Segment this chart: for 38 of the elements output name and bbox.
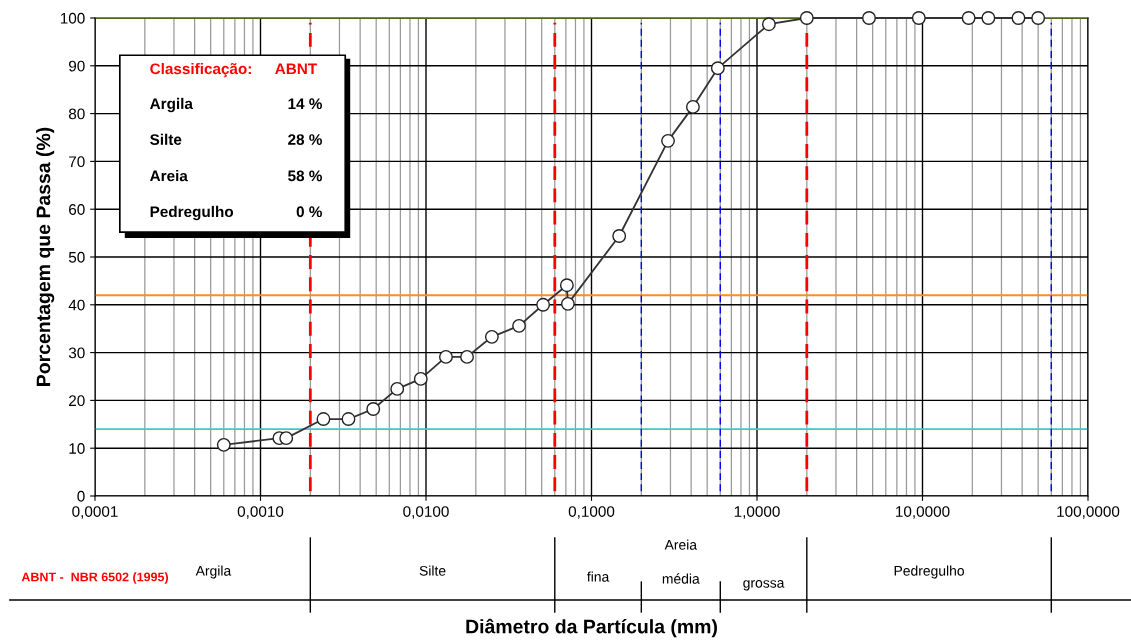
text: Silte	[419, 565, 446, 576]
annotation: 0 %	[296, 206, 322, 218]
annotation: Classificação:	[150, 62, 251, 78]
text: ABNT - NBR 6502 (1995)	[21, 572, 169, 584]
text: Pedregulho	[894, 565, 964, 579]
y-tick-label: 0	[77, 490, 85, 502]
x-tick-label: 0,0100	[403, 506, 449, 519]
annotation: 14 %	[288, 98, 322, 110]
x-tick-label: 0,0001	[72, 506, 118, 519]
y-axis-title: Porcentagem que Passa (%)	[36, 127, 55, 386]
y-tick-label: 80	[68, 108, 85, 120]
x-tick-label: 0,1000	[568, 506, 615, 519]
y-tick-label: 20	[69, 395, 85, 407]
y-tick-label: 100	[60, 12, 85, 24]
text: grossa	[743, 580, 785, 591]
text: Diâmetro da Partícula (mm)	[466, 618, 717, 638]
text: Areia	[664, 539, 698, 550]
annotation: Pedregulho	[150, 205, 234, 221]
x-tick-label: 1,0000	[734, 506, 780, 519]
annotation: 28 %	[288, 134, 322, 145]
y-tick-label: 60	[69, 204, 85, 215]
y-tick-label: 10	[69, 443, 85, 454]
y-tick-label: 90	[69, 60, 85, 72]
x-tick-label: 0,0010	[237, 506, 284, 519]
x-tick-label: 100,0000	[1057, 506, 1120, 519]
annotation: Areia	[149, 170, 188, 182]
text: fina	[587, 571, 610, 582]
text: média	[662, 573, 700, 584]
annotation: Silte	[150, 133, 182, 145]
x-tick-label: 10,0000	[896, 506, 950, 519]
text: Argila	[195, 565, 232, 579]
y-tick-label: 70	[69, 156, 85, 168]
annotation: 58 %	[288, 170, 322, 182]
annotation: Argila	[149, 97, 194, 113]
y-tick-label: 50	[68, 251, 85, 263]
y-tick-label: 30	[68, 347, 85, 359]
annotation: ABNT	[275, 63, 317, 75]
y-tick-label: 40	[68, 299, 85, 311]
